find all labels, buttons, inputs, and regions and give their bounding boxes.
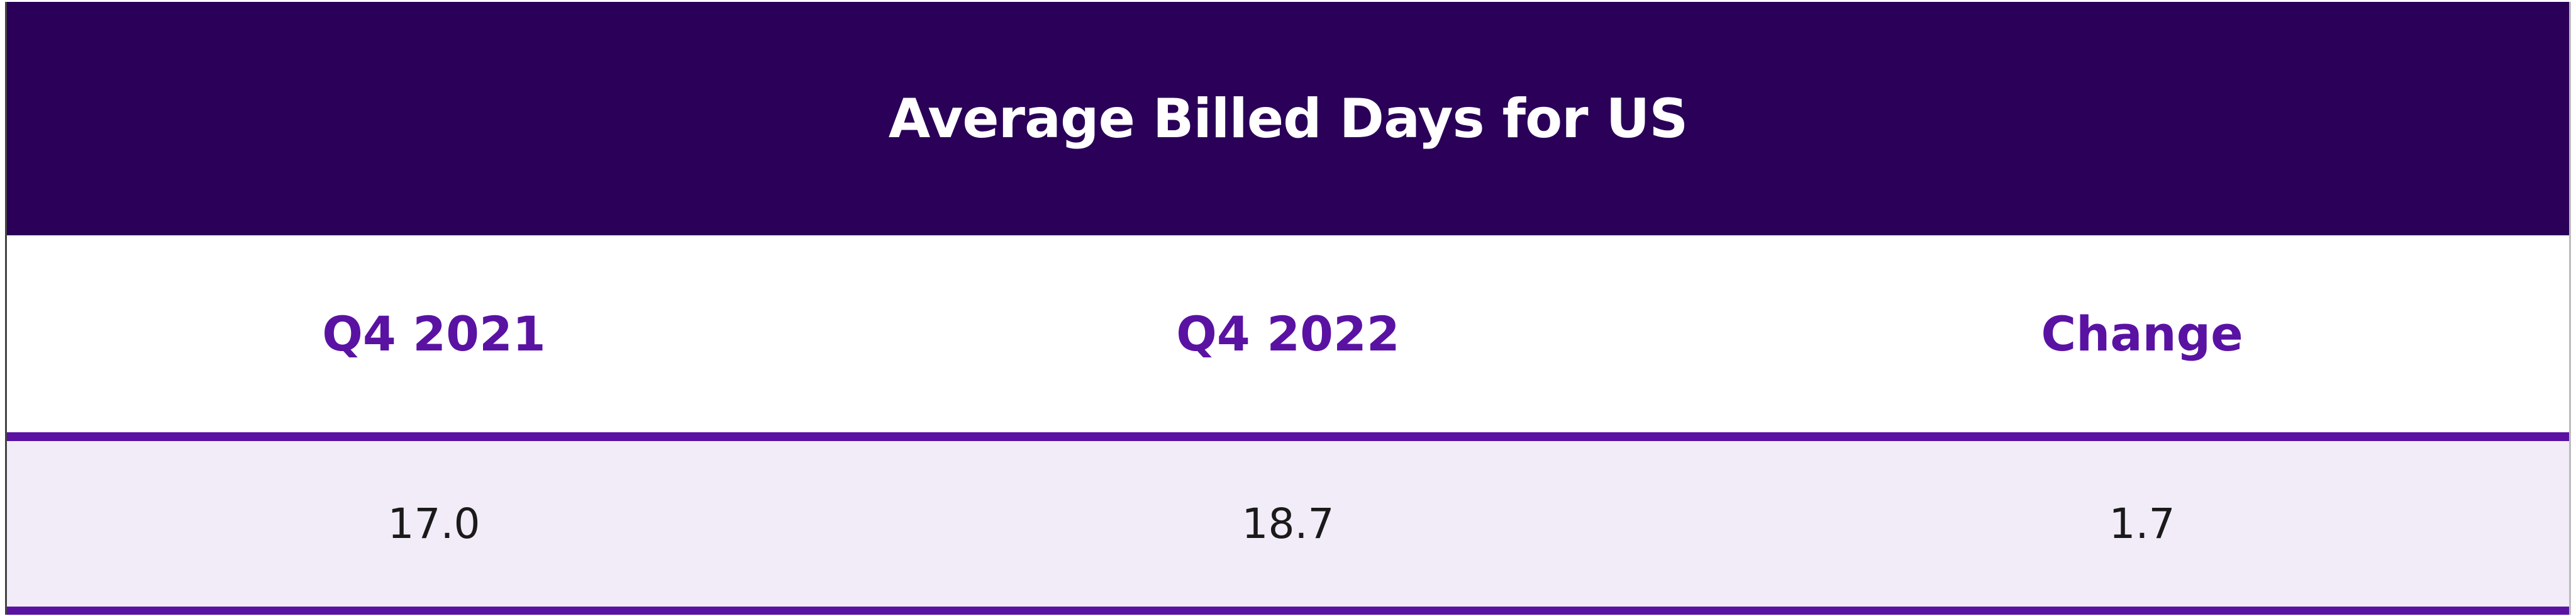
table-frame: Average Billed Days for US Q4 2021 Q4 20… xyxy=(5,2,2571,615)
data-row: 17.0 18.7 1.7 xyxy=(7,441,2569,615)
data-cell: 17.0 xyxy=(387,500,480,548)
header-cell: Change xyxy=(2041,306,2243,362)
data-cell: 18.7 xyxy=(1241,500,1335,548)
table-title: Average Billed Days for US xyxy=(888,87,1689,150)
header-cell: Q4 2022 xyxy=(1176,306,1400,362)
header-row: Q4 2021 Q4 2022 Change xyxy=(7,235,2569,441)
data-cell: 1.7 xyxy=(2109,500,2175,548)
header-cell: Q4 2021 xyxy=(322,306,546,362)
title-band: Average Billed Days for US xyxy=(7,2,2569,235)
